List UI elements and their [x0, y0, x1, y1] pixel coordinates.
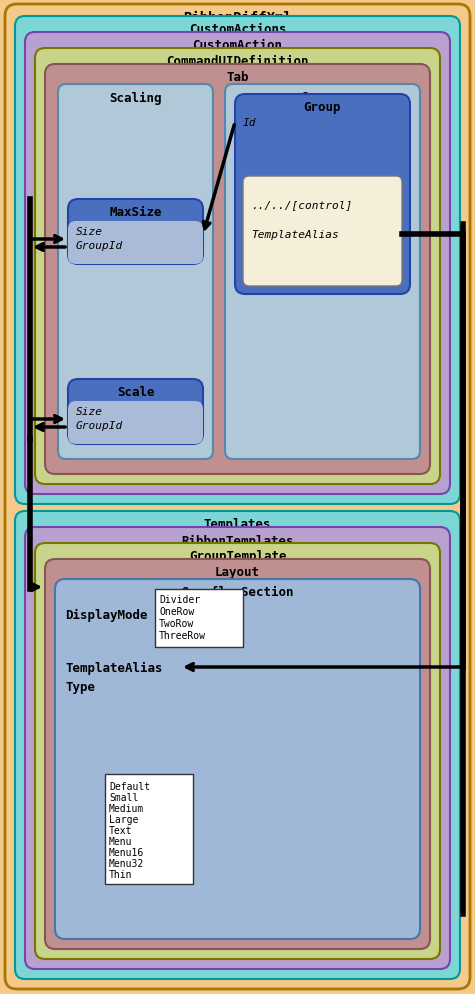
Text: Size: Size — [76, 407, 103, 416]
Text: Large: Large — [109, 814, 138, 824]
Text: Default: Default — [109, 781, 150, 791]
Text: ../../[control]: ../../[control] — [251, 200, 352, 210]
Text: CustomAction: CustomAction — [192, 40, 283, 53]
Text: Id: Id — [243, 118, 256, 128]
Bar — [105, 774, 193, 884]
FancyBboxPatch shape — [68, 380, 203, 444]
Text: CommandUIDefinition: CommandUIDefinition — [166, 56, 309, 69]
Text: Size: Size — [76, 227, 103, 237]
Text: GroupId: GroupId — [76, 420, 123, 430]
Text: ThreeRow: ThreeRow — [159, 630, 206, 640]
FancyBboxPatch shape — [25, 33, 450, 494]
FancyBboxPatch shape — [45, 560, 430, 949]
Text: Menu32: Menu32 — [109, 858, 144, 868]
FancyBboxPatch shape — [58, 84, 213, 459]
FancyBboxPatch shape — [15, 512, 460, 979]
Text: Menu: Menu — [109, 836, 133, 846]
FancyBboxPatch shape — [5, 5, 470, 989]
Text: Thin: Thin — [109, 869, 133, 879]
Text: Scaling: Scaling — [109, 91, 162, 104]
Text: CustomActions: CustomActions — [189, 24, 286, 37]
Text: TemplateAlias: TemplateAlias — [65, 661, 162, 674]
Text: MaxSize: MaxSize — [109, 207, 162, 220]
Text: GroupTemplate: GroupTemplate — [189, 550, 286, 563]
FancyBboxPatch shape — [243, 177, 402, 286]
Text: Scale: Scale — [117, 386, 154, 400]
FancyBboxPatch shape — [45, 65, 430, 474]
Text: Title: Title — [53, 582, 87, 592]
Text: Type: Type — [65, 681, 95, 694]
FancyBboxPatch shape — [68, 200, 203, 264]
Text: RibbonTemplates: RibbonTemplates — [181, 534, 294, 547]
Text: TemplateAlias: TemplateAlias — [251, 230, 339, 240]
Text: Text: Text — [109, 825, 133, 835]
FancyBboxPatch shape — [55, 580, 420, 939]
FancyBboxPatch shape — [25, 528, 450, 969]
Text: Tab: Tab — [226, 72, 249, 84]
FancyBboxPatch shape — [15, 17, 460, 505]
FancyBboxPatch shape — [225, 84, 420, 459]
Text: Menu16: Menu16 — [109, 847, 144, 857]
FancyBboxPatch shape — [35, 49, 440, 484]
Text: Medium: Medium — [109, 803, 144, 813]
Text: Divider: Divider — [159, 594, 200, 604]
FancyBboxPatch shape — [235, 94, 410, 294]
FancyBboxPatch shape — [68, 402, 203, 444]
FancyBboxPatch shape — [35, 544, 440, 959]
Bar — [155, 589, 243, 647]
Text: Group: Group — [304, 101, 341, 114]
Text: Groups: Groups — [300, 91, 345, 104]
Text: Layout: Layout — [215, 566, 260, 579]
Text: Small: Small — [109, 792, 138, 802]
Text: DisplayMode: DisplayMode — [65, 608, 148, 621]
Text: TwoRow: TwoRow — [159, 618, 194, 628]
Text: OverflowSection: OverflowSection — [181, 585, 294, 599]
Text: OneRow: OneRow — [159, 606, 194, 616]
Text: GroupId: GroupId — [76, 241, 123, 250]
Text: RibbonDiffXml: RibbonDiffXml — [183, 11, 292, 25]
Text: Templates: Templates — [204, 518, 271, 531]
FancyBboxPatch shape — [68, 222, 203, 264]
